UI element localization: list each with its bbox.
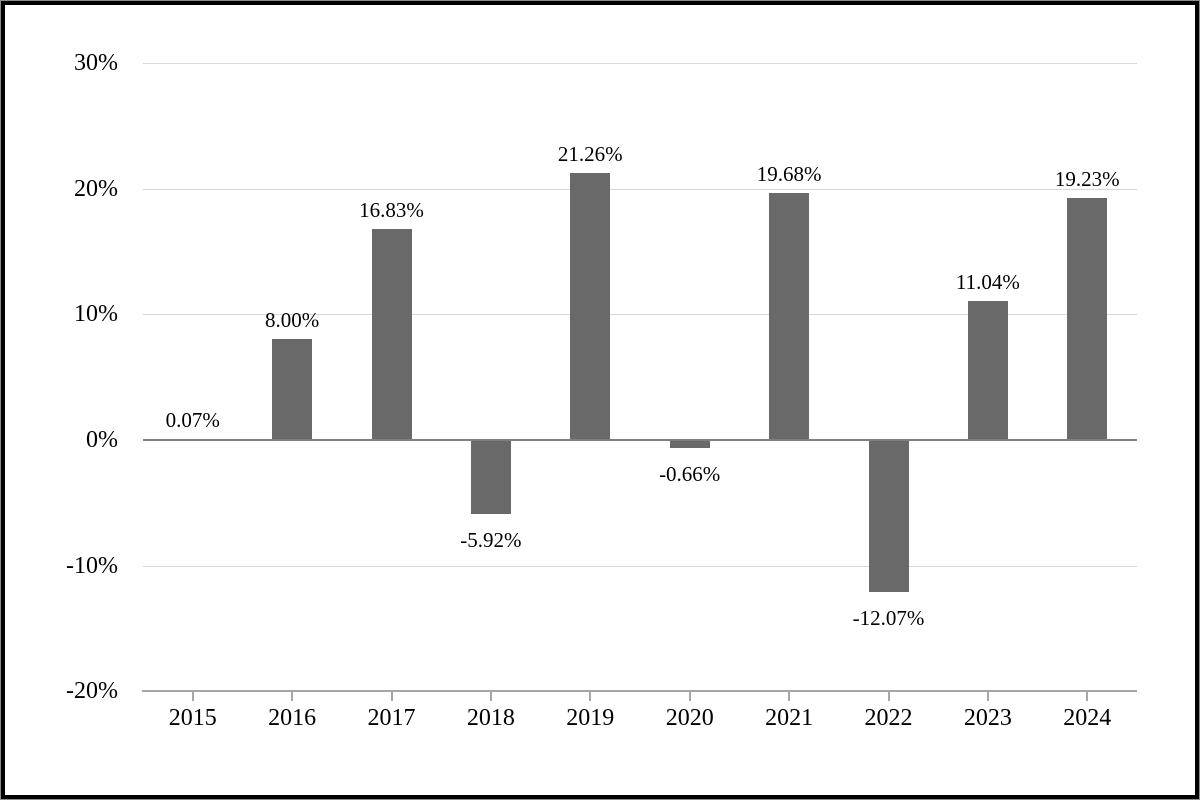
data-label-2023: 11.04% [955,270,1020,295]
x-tick-mark [390,692,393,702]
bar-2024 [1067,198,1108,440]
data-label-2024: 19.23% [1054,167,1120,192]
y-tick-label: 0% [86,427,118,453]
x-tick-label-2019: 2019 [566,705,615,732]
x-tick-mark [489,692,492,702]
x-tick-mark [589,692,592,702]
bar-2021 [769,192,810,440]
y-tick-label: 20% [74,175,118,202]
data-label-2021: 19.68% [756,161,822,186]
x-tick-label-2023: 2023 [963,705,1012,732]
x-tick-mark [688,692,691,702]
x-tick-label-2022: 2022 [864,705,913,732]
gridline [143,63,1137,64]
x-axis-line [142,690,1137,693]
data-label-2016: 8.00% [264,308,320,333]
gridline [143,314,1137,316]
bar-2023 [967,301,1008,440]
x-tick-mark [191,692,194,702]
bar-2020 [669,440,710,449]
x-tick-mark [887,692,890,702]
y-tick-label: -10% [66,552,118,579]
data-label-2022: -12.07% [852,605,925,630]
x-tick-label-2018: 2018 [466,705,515,732]
x-tick-label-2024: 2024 [1063,705,1112,732]
x-tick-mark [788,692,791,702]
data-label-2018: -5.92% [460,528,522,553]
x-tick-mark [986,692,989,702]
x-tick-label-2020: 2020 [665,705,714,732]
x-tick-label-2016: 2016 [268,705,317,732]
gridline [143,188,1137,190]
y-tick-label: 10% [74,301,118,328]
bar-2016 [272,339,313,440]
gridline [143,565,1137,567]
y-tick-label: 30% [74,50,118,76]
bar-2022 [868,440,909,592]
x-tick-mark [291,692,294,702]
data-label-2020: -0.66% [659,462,721,487]
bar-2018 [470,440,511,515]
bar-2019 [570,172,611,440]
x-tick-mark [1086,692,1089,702]
data-label-2017: 16.83% [359,197,424,222]
y-tick-label: -20% [66,678,118,705]
x-tick-label-2015: 2015 [168,705,217,732]
bar-2017 [371,228,412,440]
x-tick-label-2017: 2017 [367,705,416,732]
data-label-2019: 21.26% [557,141,623,166]
x-tick-label-2021: 2021 [765,705,814,732]
zero-line [143,439,1137,441]
data-label-2015: 0.07% [165,408,220,433]
